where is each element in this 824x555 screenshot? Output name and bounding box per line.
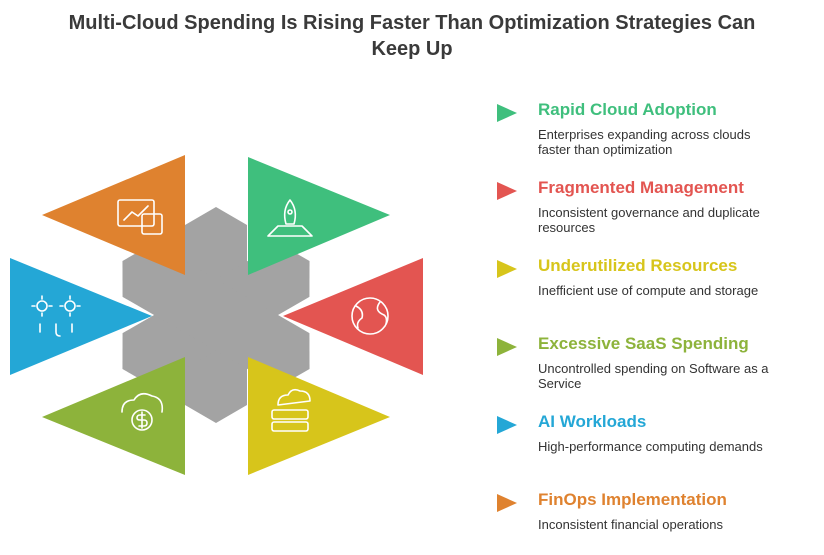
title: Multi-Cloud Spending Is Rising Faster Th… (68, 12, 756, 60)
segment (248, 357, 390, 475)
arrow (497, 104, 517, 122)
arrow-shape (497, 182, 517, 200)
segment (42, 357, 185, 475)
item-description: Inconsistent financial operations (538, 517, 724, 532)
segment (10, 258, 152, 375)
item-title: FinOps Implementation (538, 490, 727, 509)
icon-globe (351, 297, 389, 335)
item-description: High-performance computing demands (538, 439, 763, 454)
arrow-shape (497, 260, 517, 278)
arrow-shape (497, 416, 517, 434)
core (122, 207, 310, 423)
arrow (497, 182, 517, 200)
item-title: AI Workloads (538, 412, 647, 431)
item-title: Excessive SaaS Spending (538, 334, 749, 353)
arrow-shape (497, 104, 517, 122)
item-description: Inconsistent governance and duplicate re… (538, 205, 760, 235)
arrow (497, 338, 517, 356)
hexagram (10, 155, 423, 475)
item-title: Rapid Cloud Adoption (538, 100, 717, 119)
item-title: Underutilized Resources (538, 256, 738, 275)
item-description: Uncontrolled spending on Software as a S… (538, 361, 769, 391)
icon-gears (31, 295, 81, 337)
icon-chart (117, 199, 163, 235)
item-title: Fragmented Management (538, 178, 744, 197)
icon-server (271, 388, 311, 432)
arrow-shape (497, 338, 517, 356)
item-description: Inefficient use of compute and storage (538, 283, 759, 298)
segment (42, 155, 185, 275)
arrow (497, 416, 517, 434)
arrow-shape (497, 494, 517, 512)
item-description: Enterprises expanding across clouds fast… (538, 127, 751, 157)
arrow (497, 260, 517, 278)
icon-money (121, 392, 164, 431)
segment (283, 258, 423, 375)
arrow (497, 494, 517, 512)
segment (248, 157, 390, 275)
icon-rocket (267, 199, 313, 237)
